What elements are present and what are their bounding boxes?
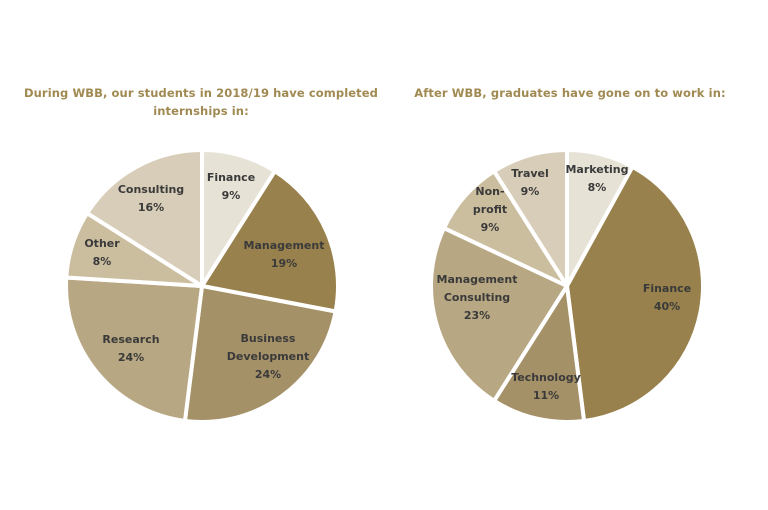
slice-label-consulting: Consulting 16% — [118, 183, 184, 214]
slice-label-non-profit: Non-profit 9% — [473, 185, 507, 234]
pie-slice-research — [64, 275, 204, 423]
slice-label-management: Management 19% — [244, 239, 325, 270]
pie-slice-finance — [565, 164, 705, 423]
left-chart-title: During WBB, our students in 2018/19 have… — [23, 86, 378, 118]
pie-slice-management — [200, 169, 340, 314]
pie-slice-technology — [492, 284, 587, 424]
slice-label-finance: Finance 40% — [643, 282, 691, 313]
careers-pie: Marketing 8% Finance 40% Technology 11% Manage… — [429, 148, 705, 424]
slice-label-business-development: Business Development 24% — [227, 332, 309, 381]
slice-label-technology: Technology 11% — [511, 371, 581, 402]
slice-label-travel: Travel 9% — [511, 167, 549, 198]
slice-label-finance: Finance 9% — [207, 171, 255, 202]
slice-label-management-consulting: Management Consulting 23% — [437, 273, 518, 322]
slice-label-other: Other 8% — [84, 237, 120, 268]
slice-label-research: Research 24% — [102, 333, 159, 364]
slice-label-marketing: Marketing 8% — [565, 163, 628, 194]
internships-pie: Finance 9% Management 19% Business Developmen… — [64, 148, 340, 424]
pie-slice-consulting — [85, 148, 204, 288]
right-chart-title: After WBB, graduates have gone on to wor… — [414, 86, 726, 100]
pie-slice-business-development — [182, 284, 338, 424]
pie-slice-travel — [492, 148, 569, 288]
